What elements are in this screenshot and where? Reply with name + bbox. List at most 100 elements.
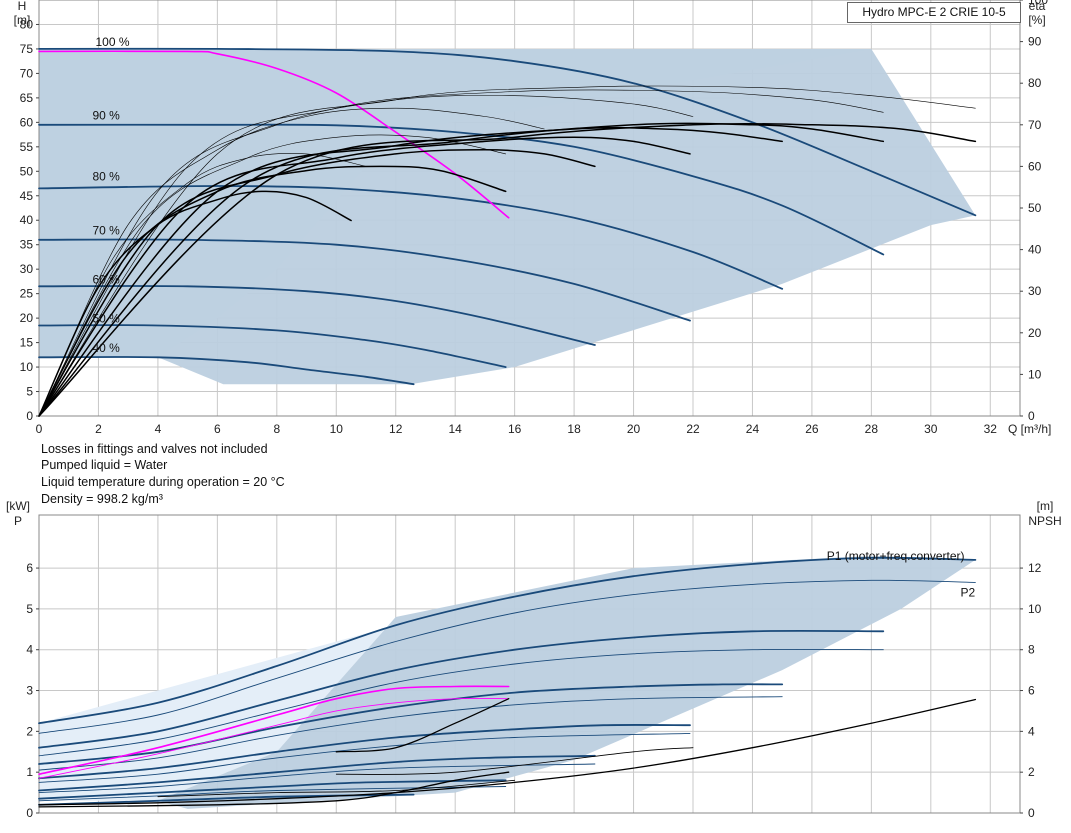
head-chart-panel: 0510152025303540455055606570758001020304… xyxy=(14,0,1051,436)
curve-eta-h xyxy=(38,107,545,417)
curve-60- xyxy=(38,285,596,346)
curve-p2-80- xyxy=(38,696,783,771)
y-tick-label: 20 xyxy=(20,311,34,325)
y-tick-label: 45 xyxy=(20,189,34,203)
y2-tick-label: 10 xyxy=(1028,602,1042,616)
x-tick-label: 6 xyxy=(214,422,221,436)
y2-tick-label: 0 xyxy=(1028,806,1035,820)
y2-tick-label: 30 xyxy=(1028,284,1042,298)
note-losses: Losses in fittings and valves not includ… xyxy=(41,442,268,456)
y-axis-unit: [m] xyxy=(14,13,31,27)
series-label: P2 xyxy=(961,586,976,600)
curve-p2-90- xyxy=(38,648,884,757)
x-tick-label: 14 xyxy=(449,422,463,436)
curve-npsh-3 xyxy=(335,698,510,753)
y-tick-label: 3 xyxy=(26,684,33,698)
y-tick-label: 80 xyxy=(20,17,34,31)
y-tick-label: 25 xyxy=(20,287,34,301)
curve-p1-60- xyxy=(38,754,596,792)
y-tick-label: 75 xyxy=(20,42,34,56)
curve-eta-f xyxy=(38,122,885,417)
x-tick-label: 26 xyxy=(805,422,819,436)
y2-tick-label: 12 xyxy=(1028,561,1042,575)
y-axis-label: P xyxy=(14,514,22,528)
y2-axis-label: eta xyxy=(1029,0,1046,13)
plot-frame xyxy=(38,514,1021,814)
curve-system-p2 xyxy=(38,697,510,779)
curve-p1-90- xyxy=(38,629,885,749)
series-label: P1 (motor+freq.converter) xyxy=(827,549,965,563)
y2-axis-unit: [%] xyxy=(1028,13,1045,27)
curve-p1-80- xyxy=(38,683,784,765)
y2-tick-label: 20 xyxy=(1028,326,1042,340)
y2-tick-label: 0 xyxy=(1028,409,1035,423)
speed-label: 80 % xyxy=(93,170,121,184)
curve-system xyxy=(38,50,510,219)
y-tick-label: 4 xyxy=(26,643,33,657)
y2-tick-label: 90 xyxy=(1028,35,1042,49)
y2-tick-label: 60 xyxy=(1028,159,1042,173)
y2-tick-label: 8 xyxy=(1028,643,1035,657)
curve-npsh-4 xyxy=(335,747,694,775)
curve-eta-c xyxy=(38,149,596,417)
speed-label: 70 % xyxy=(93,223,121,237)
speed-label: 60 % xyxy=(93,272,121,286)
curve-p1-100- xyxy=(38,556,977,725)
x-tick-label: 10 xyxy=(330,422,344,436)
y-tick-label: 30 xyxy=(20,262,34,276)
x-tick-label: 2 xyxy=(95,422,102,436)
curve-eta-l xyxy=(38,152,367,417)
y-tick-label: 60 xyxy=(20,115,34,129)
curve-50- xyxy=(38,324,507,368)
y2-tick-label: 100 xyxy=(1028,0,1048,7)
x-tick-label: 12 xyxy=(389,422,403,436)
y-tick-label: 70 xyxy=(20,66,34,80)
curve-npsh-2 xyxy=(38,771,510,808)
curve-eta-g xyxy=(38,122,977,417)
y-tick-label: 40 xyxy=(20,213,34,227)
y2-axis-unit: [m] xyxy=(1037,499,1054,513)
curve-system-p1 xyxy=(38,685,510,775)
y2-tick-label: 4 xyxy=(1028,724,1035,738)
curve-40- xyxy=(38,356,415,386)
y2-tick-label: 50 xyxy=(1028,201,1042,215)
curve-p1-50- xyxy=(38,779,507,800)
y-tick-label: 1 xyxy=(26,765,33,779)
x-tick-label: 4 xyxy=(155,422,162,436)
curve-70- xyxy=(38,238,691,322)
curve-100- xyxy=(38,47,977,217)
x-tick-label: 32 xyxy=(984,422,998,436)
y-axis-unit: [kW] xyxy=(6,499,30,513)
speed-label: 90 % xyxy=(93,108,121,122)
chart-title: Hydro MPC-E 2 CRIE 10-5 xyxy=(847,2,1021,23)
curve-eta-m xyxy=(38,134,506,417)
y2-tick-label: 6 xyxy=(1028,684,1035,698)
y-tick-label: 55 xyxy=(20,140,34,154)
x-tick-label: 8 xyxy=(273,422,280,436)
curve-eta-k xyxy=(38,85,976,417)
curve-eta-d xyxy=(38,136,691,417)
y2-tick-label: 70 xyxy=(1028,118,1042,132)
curve-p2-50- xyxy=(38,786,507,802)
y-axis-label: H xyxy=(18,0,27,13)
speed-label: 40 % xyxy=(93,341,121,355)
curve-p2-100- xyxy=(38,579,976,734)
y-tick-label: 6 xyxy=(26,561,33,575)
curve-p2-70- xyxy=(38,732,691,783)
x-axis-label: Q [m³/h] xyxy=(1008,422,1051,436)
speed-label: 50 % xyxy=(93,311,121,325)
y2-tick-label: 2 xyxy=(1028,765,1035,779)
y-tick-label: 15 xyxy=(20,336,34,350)
y-tick-label: 35 xyxy=(20,238,34,252)
operating-area xyxy=(157,555,976,809)
y-tick-label: 0 xyxy=(26,806,33,820)
y-tick-label: 10 xyxy=(20,360,34,374)
y-tick-label: 50 xyxy=(20,164,34,178)
x-tick-label: 24 xyxy=(746,422,760,436)
x-tick-label: 20 xyxy=(627,422,641,436)
curve-eta-i xyxy=(38,95,694,417)
y-tick-label: 65 xyxy=(20,91,34,105)
note-liquid: Pumped liquid = Water xyxy=(41,458,168,472)
x-tick-label: 22 xyxy=(686,422,700,436)
